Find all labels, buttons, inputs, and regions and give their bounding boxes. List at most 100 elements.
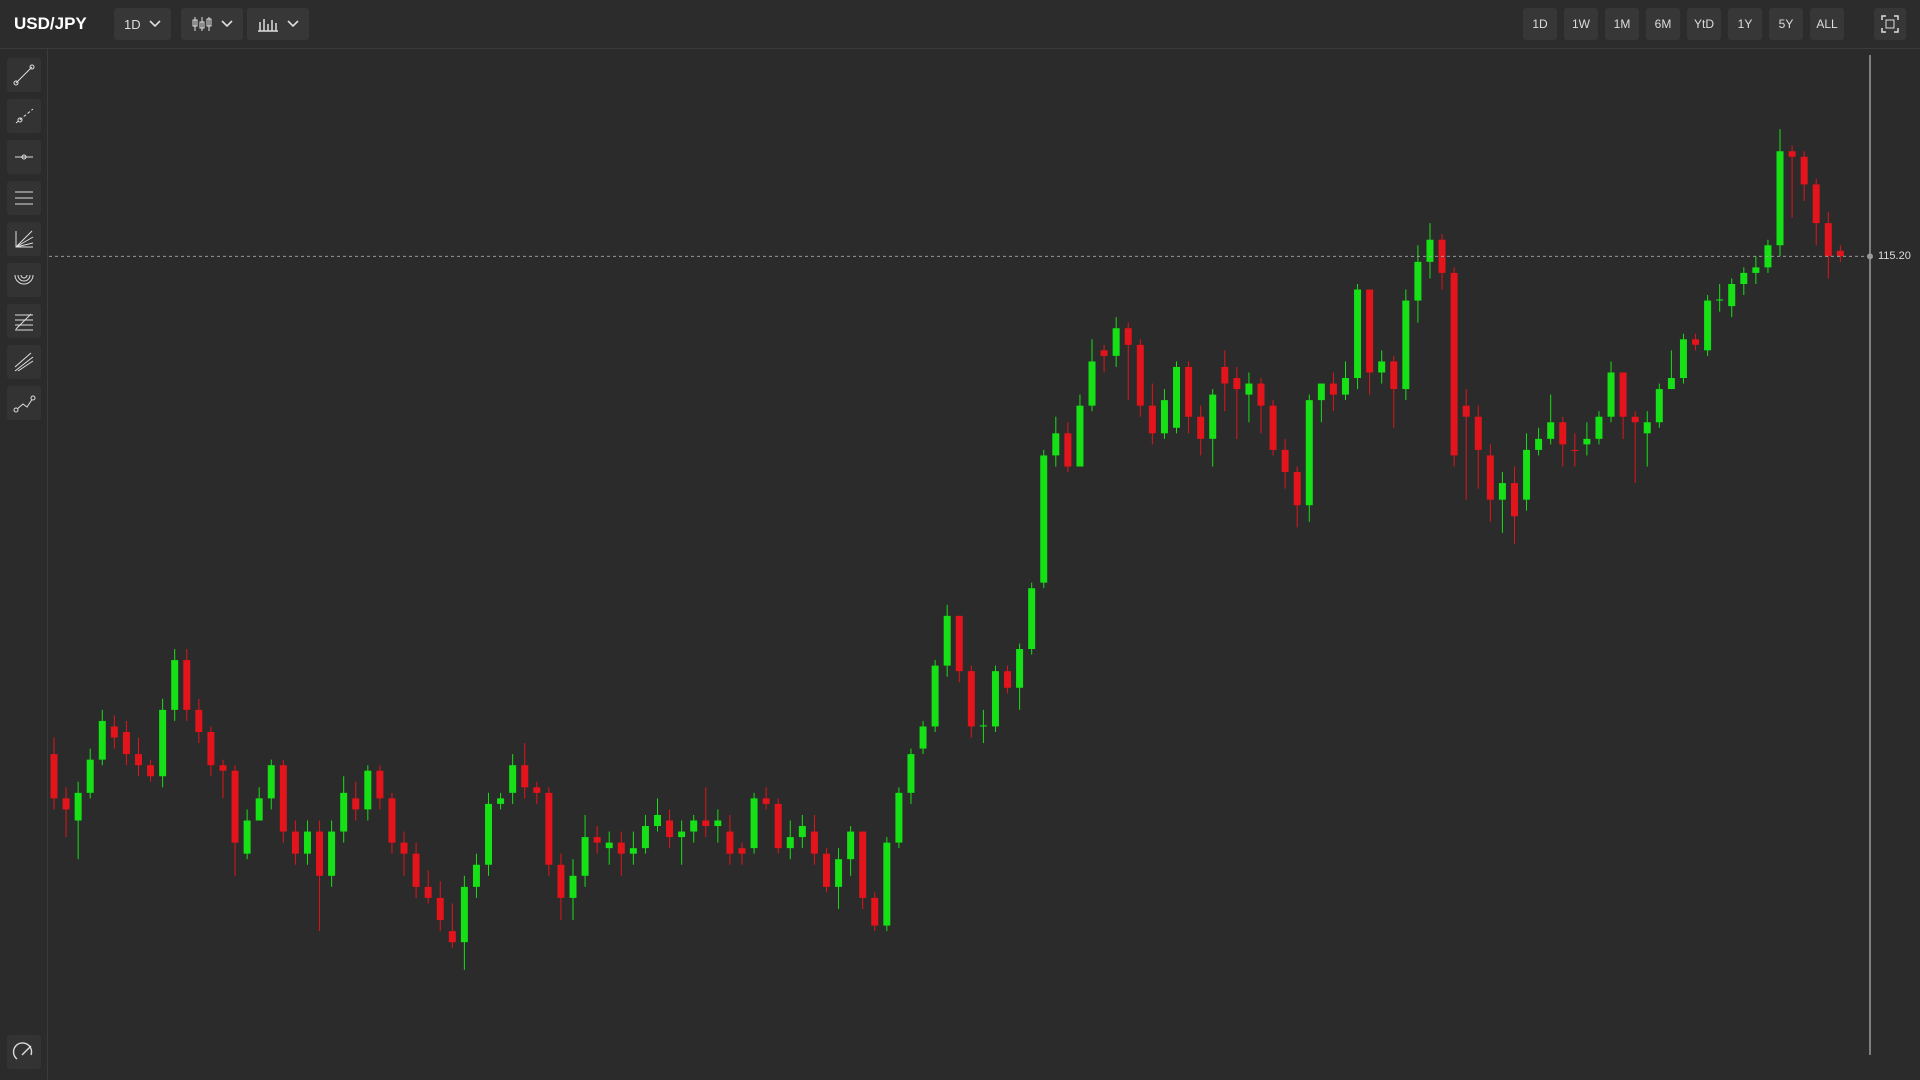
- range-button[interactable]: 1D: [1523, 8, 1557, 40]
- candle-body: [1124, 328, 1132, 345]
- candle-body: [581, 837, 589, 876]
- candle-body: [1148, 405, 1156, 434]
- candle-body: [1064, 433, 1072, 467]
- candle-body: [1559, 422, 1567, 445]
- candle-body: [472, 864, 480, 887]
- range-button[interactable]: 1Y: [1728, 8, 1762, 40]
- candle-body: [1173, 366, 1181, 428]
- candle-body: [895, 792, 903, 843]
- candle-body: [1704, 300, 1712, 351]
- candle-body: [62, 798, 70, 810]
- candle-body: [122, 731, 130, 755]
- range-button[interactable]: 5Y: [1769, 8, 1803, 40]
- candle-body: [1836, 250, 1844, 257]
- settings-tool[interactable]: [7, 1035, 41, 1069]
- trend-line-tool[interactable]: [7, 58, 41, 92]
- candle-body: [485, 803, 493, 865]
- candle-body: [376, 770, 384, 799]
- candle-body: [1740, 272, 1748, 284]
- candle-body: [1788, 151, 1796, 157]
- candle-body: [134, 754, 142, 766]
- candle-body: [967, 671, 975, 727]
- candle-body: [1269, 405, 1277, 450]
- candle-body: [1160, 400, 1168, 434]
- candle-body: [1040, 455, 1048, 583]
- tool-icon: [14, 352, 34, 372]
- channel-tool[interactable]: [7, 181, 41, 215]
- indicators-dropdown[interactable]: [247, 8, 309, 40]
- candle-body: [1824, 223, 1832, 257]
- horizontal-line-tool[interactable]: [7, 140, 41, 174]
- path-tool[interactable]: [7, 386, 41, 420]
- candle-body: [291, 831, 299, 854]
- interval-dropdown[interactable]: 1D: [114, 8, 171, 40]
- candle-body: [726, 831, 734, 854]
- candle-body: [1197, 416, 1205, 439]
- candle-body: [1366, 289, 1374, 373]
- candle-body: [557, 864, 565, 898]
- candle-body: [1293, 472, 1301, 506]
- candles-icon: [192, 17, 212, 31]
- retracement-tool[interactable]: [7, 304, 41, 338]
- candles: 115.20: [49, 129, 1911, 970]
- candle-body: [303, 831, 311, 854]
- chart-style-dropdown[interactable]: [181, 8, 243, 40]
- candle-body: [1535, 438, 1543, 450]
- range-button[interactable]: YtD: [1687, 8, 1721, 40]
- candle-body: [1631, 416, 1639, 423]
- fullscreen-button[interactable]: [1874, 8, 1906, 40]
- last-price-label: 115.20: [1878, 250, 1911, 262]
- drawing-toolbar: [0, 49, 48, 1080]
- fan-tool[interactable]: [7, 222, 41, 256]
- candle-body: [195, 709, 203, 732]
- candle-body: [1571, 449, 1579, 452]
- candle-body: [1450, 272, 1458, 456]
- candle-body: [497, 798, 505, 804]
- indicator-icon: [258, 19, 278, 32]
- candle-body: [340, 792, 348, 832]
- candle-body: [279, 765, 287, 832]
- candle-body: [1679, 339, 1687, 379]
- candle-body: [74, 792, 82, 821]
- candle-body: [1619, 372, 1627, 417]
- candle-body: [822, 853, 830, 887]
- candle-body: [207, 731, 215, 766]
- pitchfork-tool[interactable]: [7, 345, 41, 379]
- tool-icon: [15, 191, 33, 205]
- candle-body: [1378, 361, 1386, 373]
- candle-body: [1257, 383, 1265, 406]
- candle-body: [545, 792, 553, 865]
- candle-body: [1028, 588, 1036, 650]
- candle-body: [762, 798, 770, 804]
- candle-body: [774, 803, 782, 849]
- chevron: [287, 20, 299, 28]
- candle-body: [919, 726, 927, 749]
- candle-body: [1016, 649, 1024, 688]
- candle-body: [1390, 361, 1398, 390]
- range-button[interactable]: 1W: [1564, 8, 1598, 40]
- chevron: [149, 20, 161, 28]
- candle-body: [388, 798, 396, 843]
- candle-body: [1800, 156, 1808, 185]
- candle-body: [1583, 438, 1591, 445]
- candle-body: [1004, 671, 1012, 688]
- range-button[interactable]: 6M: [1646, 8, 1680, 40]
- candle-body: [810, 831, 818, 854]
- candle-body: [267, 765, 275, 799]
- candle-body: [86, 759, 94, 793]
- candle-body: [1354, 289, 1362, 379]
- range-button[interactable]: 1M: [1605, 8, 1639, 40]
- arc-tool[interactable]: [7, 263, 41, 297]
- candle-body: [1245, 383, 1253, 395]
- candle-body: [98, 720, 106, 760]
- candle-body: [171, 660, 179, 710]
- candle-body: [400, 842, 408, 854]
- symbol: USD/JPY: [14, 14, 87, 33]
- chart: 115.20: [49, 55, 1911, 1055]
- ray-tool[interactable]: [7, 99, 41, 133]
- range-button[interactable]: ALL: [1810, 8, 1844, 40]
- candle-body: [991, 671, 999, 727]
- candle-body: [1209, 394, 1217, 439]
- tool-icon: [15, 313, 33, 331]
- candle-body: [1136, 344, 1144, 406]
